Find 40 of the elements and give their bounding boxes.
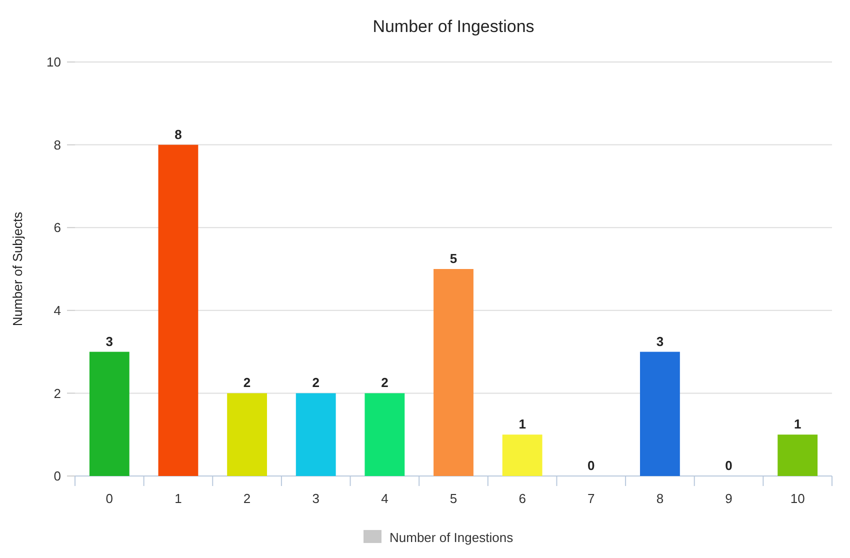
data-label: 1	[794, 416, 802, 432]
y-tick-label: 4	[54, 302, 61, 318]
y-tick-label: 10	[46, 54, 61, 70]
x-tick-label: 3	[312, 491, 320, 506]
x-tick-label: 2	[243, 491, 251, 506]
bar	[227, 393, 268, 476]
data-label: 2	[243, 375, 251, 390]
y-tick-label: 8	[54, 137, 61, 152]
x-tick-label: 7	[588, 491, 595, 506]
y-axis-title: Number of Subjects	[10, 211, 25, 326]
y-tick-label: 6	[54, 220, 61, 236]
bar	[364, 393, 405, 476]
x-tick-label: 6	[518, 491, 526, 506]
y-tick-label: 2	[54, 386, 61, 401]
x-tick-label: 8	[656, 491, 664, 506]
x-tick-label: 9	[725, 491, 732, 506]
data-label: 0	[588, 458, 595, 473]
bar	[296, 393, 336, 476]
data-label: 2	[381, 375, 388, 390]
x-tick-label: 10	[790, 491, 805, 506]
bar	[434, 269, 474, 476]
bar	[89, 352, 130, 476]
x-tick-label: 5	[450, 491, 458, 506]
data-label: 3	[656, 334, 664, 349]
bar	[502, 434, 542, 476]
chart-title: Number of Ingestions	[372, 17, 534, 36]
data-label: 5	[450, 251, 458, 266]
data-label: 8	[174, 126, 182, 142]
text: Number of Ingestions	[390, 530, 514, 545]
data-label: 2	[312, 375, 320, 390]
bar	[158, 144, 198, 476]
data-label: 0	[725, 458, 732, 473]
data-label: 1	[518, 416, 526, 432]
data-label: 3	[106, 334, 114, 349]
x-tick-label: 4	[381, 491, 388, 506]
bar	[640, 352, 680, 476]
x-tick-label: 1	[174, 491, 182, 506]
x-tick-label: 0	[106, 491, 114, 506]
bar	[778, 434, 818, 476]
y-tick-label: 0	[54, 468, 61, 484]
